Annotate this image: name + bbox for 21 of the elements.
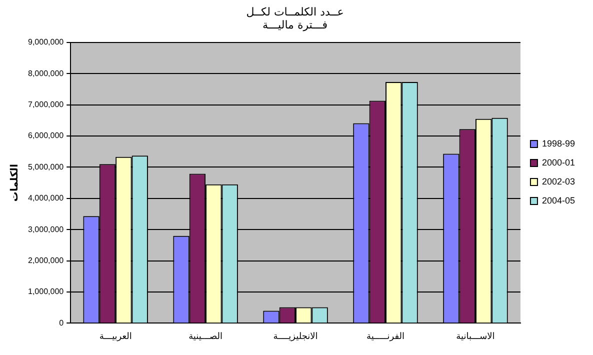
y-tick-label: 5,000,000 — [28, 162, 64, 172]
y-tick-label: 3,000,000 — [28, 224, 64, 234]
y-tick-label: 7,000,000 — [28, 100, 64, 110]
x-tick-label: الاســـبانية — [456, 332, 495, 342]
x-tick-label: الانجليزيــــة — [273, 332, 318, 342]
y-tick-label: 0 — [59, 318, 64, 328]
y-tick-label: 6,000,000 — [28, 131, 64, 140]
legend-label: 2004-05 — [542, 195, 575, 206]
x-tick-label: الفرنـــــية — [366, 332, 405, 342]
y-tick-label: 8,000,000 — [28, 68, 64, 78]
y-tick-label: 2,000,000 — [28, 256, 64, 266]
x-tick-label: العربيـــة — [99, 332, 132, 342]
legend-label: 2002-03 — [542, 176, 575, 186]
legend-label: 2000-01 — [542, 157, 575, 168]
y-tick-label: 4,000,000 — [28, 194, 64, 203]
legend-label: 1998-99 — [542, 138, 575, 148]
chart-title: عــدد الكلمــات لكــل فـــترة ماليـــة — [246, 5, 344, 32]
y-tick-label: 9,000,000 — [28, 38, 64, 47]
x-tick-label: الصـــينية — [188, 332, 223, 342]
y-axis-title: الكلمات — [10, 164, 21, 202]
y-tick-label: 1,000,000 — [28, 287, 64, 296]
